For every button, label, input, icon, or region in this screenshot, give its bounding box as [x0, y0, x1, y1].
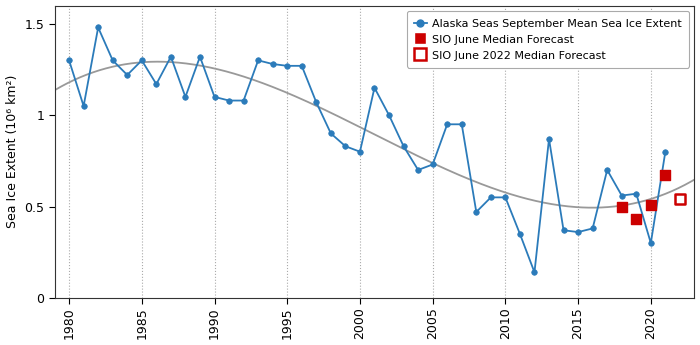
Alaska Seas September Mean Sea Ice Extent [312, 100, 321, 105]
Alaska Seas September Mean Sea Ice Extent [298, 64, 306, 68]
Legend: Alaska Seas September Mean Sea Ice Extent, SIO June Median Forecast, SIO June 20: Alaska Seas September Mean Sea Ice Exten… [407, 11, 689, 68]
Alaska Seas September Mean Sea Ice Extent [458, 122, 466, 126]
Alaska Seas September Mean Sea Ice Extent [210, 95, 218, 99]
Alaska Seas September Mean Sea Ice Extent [400, 144, 408, 148]
Alaska Seas September Mean Sea Ice Extent [617, 194, 626, 198]
Y-axis label: Sea Ice Extent (10⁶ km²): Sea Ice Extent (10⁶ km²) [6, 75, 19, 228]
Alaska Seas September Mean Sea Ice Extent [414, 168, 422, 172]
SIO June Median Forecast [631, 217, 642, 222]
Alaska Seas September Mean Sea Ice Extent [603, 168, 611, 172]
Alaska Seas September Mean Sea Ice Extent [225, 98, 233, 102]
SIO June Median Forecast [645, 202, 657, 207]
Alaska Seas September Mean Sea Ice Extent [356, 150, 364, 154]
Alaska Seas September Mean Sea Ice Extent [239, 98, 248, 102]
Alaska Seas September Mean Sea Ice Extent [545, 137, 553, 141]
Alaska Seas September Mean Sea Ice Extent [94, 26, 102, 30]
Alaska Seas September Mean Sea Ice Extent [647, 241, 655, 245]
Alaska Seas September Mean Sea Ice Extent [65, 58, 74, 62]
Alaska Seas September Mean Sea Ice Extent [574, 230, 582, 234]
Alaska Seas September Mean Sea Ice Extent [662, 150, 670, 154]
Alaska Seas September Mean Sea Ice Extent [632, 192, 640, 196]
Alaska Seas September Mean Sea Ice Extent [123, 73, 132, 77]
SIO June Median Forecast [660, 173, 671, 178]
Alaska Seas September Mean Sea Ice Extent [138, 58, 146, 62]
Alaska Seas September Mean Sea Ice Extent [283, 64, 291, 68]
Alaska Seas September Mean Sea Ice Extent [327, 131, 335, 136]
Alaska Seas September Mean Sea Ice Extent [181, 95, 190, 99]
Line: Alaska Seas September Mean Sea Ice Extent: Alaska Seas September Mean Sea Ice Exten… [66, 25, 668, 275]
Alaska Seas September Mean Sea Ice Extent [254, 58, 262, 62]
Alaska Seas September Mean Sea Ice Extent [79, 104, 88, 108]
Alaska Seas September Mean Sea Ice Extent [472, 210, 480, 214]
Alaska Seas September Mean Sea Ice Extent [428, 162, 437, 167]
Alaska Seas September Mean Sea Ice Extent [486, 195, 495, 199]
Alaska Seas September Mean Sea Ice Extent [531, 270, 539, 274]
Alaska Seas September Mean Sea Ice Extent [370, 86, 379, 90]
Alaska Seas September Mean Sea Ice Extent [108, 58, 117, 62]
Alaska Seas September Mean Sea Ice Extent [269, 62, 277, 66]
SIO June Median Forecast [616, 204, 627, 209]
SIO June 2022 Median Forecast [674, 196, 685, 202]
Alaska Seas September Mean Sea Ice Extent [501, 195, 510, 199]
Alaska Seas September Mean Sea Ice Extent [516, 232, 524, 236]
Alaska Seas September Mean Sea Ice Extent [385, 113, 393, 117]
Alaska Seas September Mean Sea Ice Extent [443, 122, 452, 126]
Alaska Seas September Mean Sea Ice Extent [589, 226, 597, 230]
Alaska Seas September Mean Sea Ice Extent [559, 228, 568, 232]
Alaska Seas September Mean Sea Ice Extent [167, 55, 175, 59]
Alaska Seas September Mean Sea Ice Extent [196, 55, 204, 59]
Alaska Seas September Mean Sea Ice Extent [152, 82, 160, 86]
Alaska Seas September Mean Sea Ice Extent [341, 144, 349, 148]
